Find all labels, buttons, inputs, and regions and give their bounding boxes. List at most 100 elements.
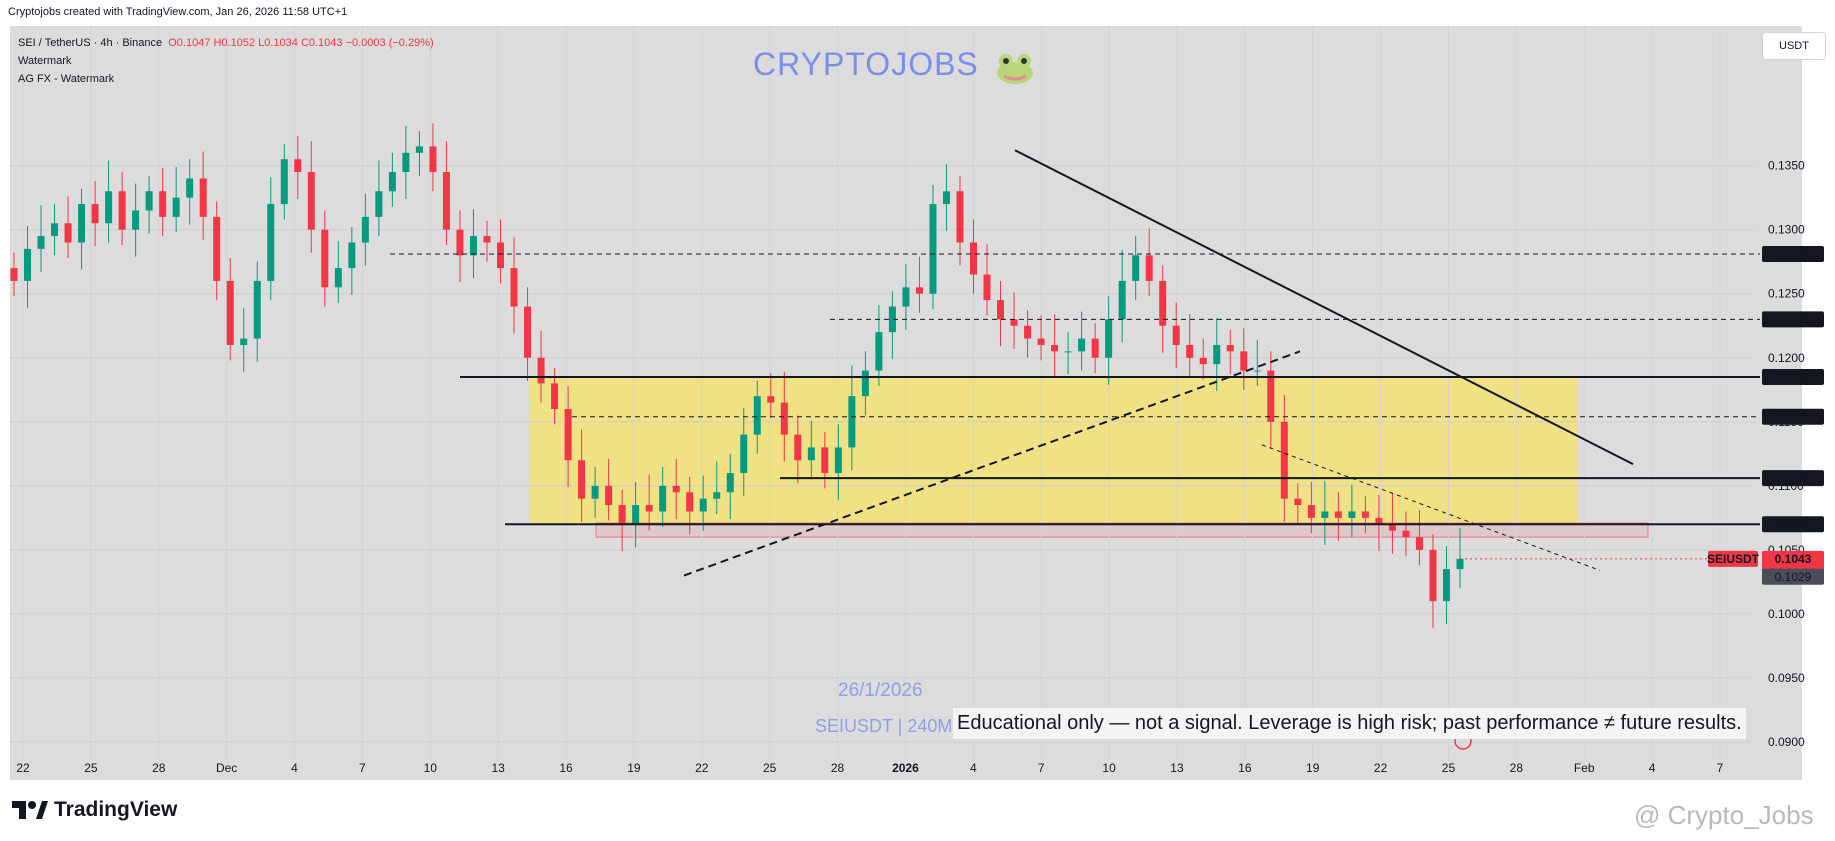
- candle-body: [172, 197, 180, 217]
- candle-body: [807, 447, 815, 461]
- y-tick-label: 0.1350: [1768, 159, 1805, 173]
- legend-agfx: AG FX - Watermark: [18, 73, 115, 85]
- candle-body: [713, 492, 721, 499]
- candle-body: [1199, 357, 1207, 365]
- x-tick-label: 16: [559, 761, 573, 775]
- x-tick-label: 28: [152, 761, 166, 775]
- watermark-pair: SEIUSDT | 240M: [815, 716, 953, 736]
- candle-body: [483, 236, 491, 243]
- candle-body: [699, 498, 707, 512]
- currency-button[interactable]: USDT: [1762, 32, 1826, 60]
- candle-body: [294, 159, 302, 173]
- x-tick-label: 7: [1038, 761, 1045, 775]
- candle-body: [1226, 344, 1234, 352]
- y-tick-label: 0.0900: [1768, 735, 1805, 749]
- candle-body: [888, 306, 896, 333]
- candle-body: [1078, 338, 1086, 352]
- low-tag-text: 0.1029: [1775, 570, 1812, 584]
- candle-body: [415, 146, 423, 153]
- chart-legend: SEI / TetherUS · 4h · Binance O0.1047 H0…: [18, 34, 434, 88]
- x-tick-label: Dec: [216, 761, 237, 775]
- candle-body: [1118, 280, 1126, 320]
- candle-body: [915, 287, 923, 294]
- candle-body: [997, 300, 1005, 320]
- x-tick-label: 4: [291, 761, 298, 775]
- candle-body: [1267, 370, 1275, 422]
- candle-body: [1159, 280, 1167, 326]
- legend-watermark: Watermark: [18, 55, 72, 67]
- candle-body: [1334, 511, 1342, 518]
- candle-body: [240, 338, 248, 345]
- tradingview-logo[interactable]: TradingView: [12, 798, 177, 822]
- candle-body: [1415, 537, 1423, 550]
- x-tick-label: 28: [1510, 761, 1524, 775]
- level-tag: [1762, 246, 1824, 263]
- candle-body: [605, 485, 613, 506]
- rising-support-line: [683, 350, 1301, 577]
- candle-body: [1091, 338, 1099, 358]
- candle-body: [456, 229, 464, 256]
- y-tick-label: 0.1000: [1768, 607, 1805, 621]
- candle-body: [1037, 338, 1045, 345]
- candle-body: [983, 274, 991, 301]
- candle-body: [821, 447, 829, 474]
- candle-body: [348, 242, 356, 269]
- candle-body: [10, 268, 18, 281]
- candle-body: [429, 146, 437, 173]
- candle-body: [1064, 351, 1072, 353]
- level-tag-text: 0.1106: [1775, 471, 1811, 485]
- candle-body: [388, 172, 396, 192]
- candle-body: [1051, 344, 1059, 352]
- candle-body: [551, 383, 559, 410]
- downtrend-line: [1014, 149, 1634, 465]
- candle-body: [64, 223, 72, 243]
- candle-body: [1240, 351, 1248, 371]
- y-tick-label: 0.0950: [1768, 671, 1805, 685]
- candle-body: [969, 242, 977, 275]
- x-tick-label: 10: [424, 761, 438, 775]
- y-tick-label: 0.1250: [1768, 287, 1805, 301]
- brand-text: TradingView: [54, 798, 178, 821]
- x-tick-label: 4: [970, 761, 977, 775]
- candle-body: [578, 460, 586, 499]
- header-credit: Cryptojobs created with TradingView.com,…: [8, 6, 348, 18]
- candle-body: [497, 242, 505, 269]
- candle-body: [510, 268, 518, 307]
- level-tag-text: 0.1154: [1775, 410, 1811, 424]
- x-tick-label: 19: [1306, 761, 1320, 775]
- candle-body: [645, 505, 653, 512]
- candle-body: [1402, 530, 1410, 538]
- candle-body: [132, 210, 140, 230]
- symbol-tag: [1708, 550, 1758, 567]
- y-tick-label: 0.1300: [1768, 223, 1805, 237]
- candle-body: [834, 447, 842, 474]
- candle-body: [267, 204, 275, 281]
- candle-body: [37, 236, 45, 249]
- candle-body: [591, 485, 599, 499]
- watermark-title-text: CRYPTOJOBS: [753, 46, 979, 82]
- level-tag: [1762, 311, 1824, 328]
- candle-body: [686, 492, 694, 512]
- x-tick-label: Feb: [1574, 761, 1595, 775]
- last-price-text: 0.1043: [1775, 552, 1812, 566]
- candle-body: [280, 159, 288, 205]
- x-tick-label: 25: [84, 761, 98, 775]
- candle-body: [226, 280, 234, 345]
- candle-body: [1253, 370, 1261, 372]
- disclaimer-text: Educational only — not a signal. Leverag…: [953, 708, 1746, 739]
- author-watermark: @ Crypto_Jobs: [1634, 800, 1814, 830]
- candle-body: [524, 306, 532, 358]
- candle-body: [1361, 511, 1369, 518]
- candle-body: [118, 191, 126, 230]
- x-tick-label: 4: [1649, 761, 1656, 775]
- x-tick-label: 13: [1170, 761, 1184, 775]
- low-tag: [1762, 568, 1824, 585]
- level-tag: [1762, 368, 1824, 385]
- legend-symbol: SEI / TetherUS · 4h · Binance: [18, 37, 163, 49]
- symbol-tag-text: SEIUSDT: [1707, 552, 1760, 566]
- candle-body: [24, 248, 32, 281]
- candle-body: [1294, 498, 1302, 506]
- candle-body: [1280, 421, 1288, 499]
- candle-body: [659, 485, 667, 512]
